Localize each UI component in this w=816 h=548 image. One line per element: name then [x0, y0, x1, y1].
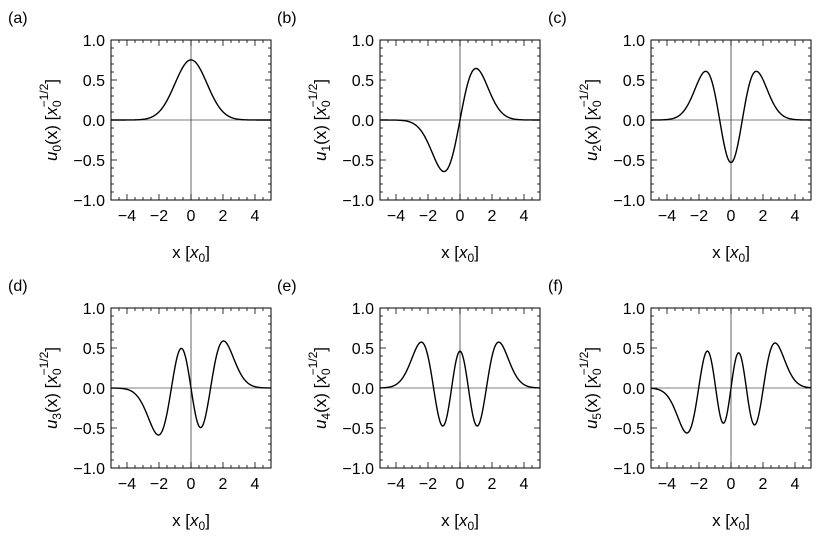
x-tick-label: −2 [690, 476, 708, 493]
y-tick-label: 1.0 [83, 33, 105, 50]
y-tick-label: 0.5 [623, 73, 645, 90]
panel-e: −4 −2 0 2 4 1.0 0.5 0.0 −0.5 −1.0 (e) x [x0] u4(x) [… [277, 278, 541, 533]
x-axis-label: x [x0] [172, 511, 210, 533]
plot-frame [650, 307, 812, 469]
x-tick-label: −4 [658, 476, 676, 493]
y-tick-label: 0.0 [623, 381, 645, 398]
x-tick-label: 2 [219, 208, 228, 225]
x-tick-label: −2 [419, 476, 437, 493]
panel-label: (a) [8, 10, 28, 27]
y-tick-label: 1.0 [83, 301, 105, 318]
y-tick-label: −1.0 [73, 461, 105, 478]
y-axis-label: u1(x) [x0−1/2] [306, 79, 333, 161]
x-axis-label: x [x0] [441, 243, 479, 265]
y-tick-label: 0.0 [623, 113, 645, 130]
x-tick-label: −4 [387, 208, 405, 225]
x-tick-label: 4 [520, 208, 529, 225]
y-tick-label: 0.5 [352, 341, 374, 358]
y-axis-label: u5(x) [x0−1/2] [577, 347, 604, 429]
x-tick-label: −2 [150, 476, 168, 493]
x-tick-label: 2 [759, 208, 768, 225]
wavefunction-curve [111, 59, 271, 121]
panel-c: −4 −2 0 2 4 1.0 0.5 0.0 −0.5 −1.0 (c) x [x0] u2(x) [… [548, 10, 812, 265]
panel-label: (d) [8, 278, 28, 295]
panel-label: (b) [277, 10, 297, 27]
wavefunction-curve [379, 341, 541, 427]
x-tick-label: −4 [118, 476, 136, 493]
y-tick-label: 0.0 [352, 113, 374, 130]
y-tick-label: −1.0 [613, 193, 645, 210]
x-tick-label: 0 [456, 208, 465, 225]
x-tick-label: 0 [187, 476, 196, 493]
wavefunction-curve [380, 67, 540, 173]
x-tick-label: 0 [727, 476, 736, 493]
panel-label: (c) [548, 10, 567, 27]
plot-frame [110, 307, 272, 469]
panel-f: −4 −2 0 2 4 1.0 0.5 0.0 −0.5 −1.0 (f) x [x0] u5(x) [… [548, 278, 812, 533]
y-tick-label: 0.5 [623, 341, 645, 358]
x-axis-label: x [x0] [172, 243, 210, 265]
y-tick-label: 0.0 [83, 381, 105, 398]
y-tick-label: −0.5 [342, 421, 374, 438]
x-tick-label: 2 [488, 476, 497, 493]
y-tick-label: 0.5 [352, 73, 374, 90]
y-tick-label: −0.5 [73, 421, 105, 438]
x-tick-label: 2 [219, 476, 228, 493]
panel-label: (f) [548, 278, 563, 295]
x-tick-label: 4 [251, 476, 260, 493]
y-tick-label: −1.0 [73, 193, 105, 210]
y-tick-label: −0.5 [613, 421, 645, 438]
y-tick-label: −1.0 [613, 461, 645, 478]
x-tick-label: −4 [658, 208, 676, 225]
x-tick-label: 4 [791, 208, 800, 225]
y-axis-label: u4(x) [x0−1/2] [306, 347, 333, 429]
panel-label: (e) [277, 278, 297, 295]
panel-a: −4 −2 0 2 4 1.0 0.5 0.0 −0.5 −1.0 (a) x [x0] u0(x) [… [8, 10, 272, 265]
y-tick-label: 0.5 [83, 341, 105, 358]
x-tick-label: 4 [251, 208, 260, 225]
x-tick-label: 4 [520, 476, 529, 493]
y-tick-label: −1.0 [342, 193, 374, 210]
plot-frame [379, 307, 541, 469]
x-tick-label: 0 [456, 476, 465, 493]
y-tick-label: −0.5 [613, 153, 645, 170]
x-tick-label: −4 [118, 208, 136, 225]
x-tick-label: 4 [791, 476, 800, 493]
y-tick-label: 1.0 [623, 301, 645, 318]
y-tick-label: −0.5 [73, 153, 105, 170]
x-tick-label: −2 [690, 208, 708, 225]
panel-b: −4 −2 0 2 4 1.0 0.5 0.0 −0.5 −1.0 (b) x [x0] u1(x) [… [277, 10, 541, 265]
y-tick-label: 0.0 [83, 113, 105, 130]
x-tick-label: −4 [387, 476, 405, 493]
y-tick-label: 0.5 [83, 73, 105, 90]
x-tick-label: −2 [419, 208, 437, 225]
x-axis-label: x [x0] [712, 243, 750, 265]
x-tick-label: 2 [759, 476, 768, 493]
panel-d: −4 −2 0 2 4 1.0 0.5 0.0 −0.5 −1.0 (d) x [x0] u3(x) [… [8, 278, 272, 533]
y-axis-label: u0(x) [x0−1/2] [37, 79, 64, 161]
y-tick-label: 1.0 [623, 33, 645, 50]
wavefunction-curve [110, 340, 272, 436]
x-axis-label: x [x0] [712, 511, 750, 533]
wavefunction-curve [651, 70, 811, 164]
y-tick-label: −1.0 [342, 461, 374, 478]
x-tick-label: 2 [488, 208, 497, 225]
x-tick-label: 0 [187, 208, 196, 225]
y-tick-label: 1.0 [352, 33, 374, 50]
x-axis-label: x [x0] [441, 511, 479, 533]
wavefunction-curve [650, 342, 812, 434]
x-tick-label: 0 [727, 208, 736, 225]
y-tick-label: 1.0 [352, 301, 374, 318]
y-axis-label: u2(x) [x0−1/2] [577, 79, 604, 161]
y-axis-label: u3(x) [x0−1/2] [37, 347, 64, 429]
x-tick-label: −2 [150, 208, 168, 225]
y-tick-label: 0.0 [352, 381, 374, 398]
y-tick-label: −0.5 [342, 153, 374, 170]
